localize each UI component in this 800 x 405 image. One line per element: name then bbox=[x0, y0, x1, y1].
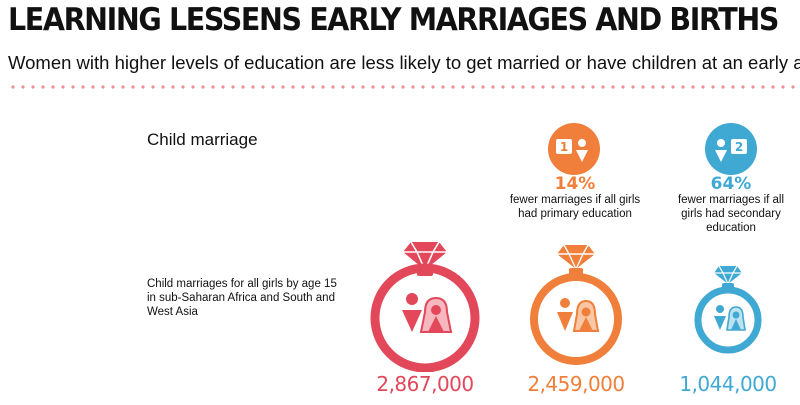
badge-number-2: 2 bbox=[735, 140, 743, 154]
secondary-ring-icon bbox=[692, 262, 764, 362]
secondary-percent: 64% bbox=[710, 174, 752, 194]
secondary-education-badge-icon: 2 bbox=[704, 122, 758, 176]
primary-description-line: had primary education bbox=[518, 208, 632, 220]
page-title: LEARNING LESSENS EARLY MARRIAGES AND BIR… bbox=[8, 2, 779, 38]
secondary-description: fewer marriages if all girls had seconda… bbox=[661, 193, 800, 235]
primary-description-line: fewer marriages if all girls bbox=[509, 194, 641, 206]
primary-percent: 14% bbox=[554, 174, 596, 194]
primary-education-badge-icon: 1 bbox=[547, 122, 601, 176]
dotted-divider bbox=[8, 85, 798, 89]
baseline-value: 2,867,000 bbox=[376, 372, 474, 396]
secondary-value: 1,044,000 bbox=[679, 372, 777, 396]
secondary-description-line: education bbox=[706, 222, 756, 234]
primary-ring-icon bbox=[527, 241, 625, 371]
primary-value: 2,459,000 bbox=[527, 372, 625, 396]
secondary-description-line: girls had secondary bbox=[681, 208, 781, 220]
section-label: Child marriage bbox=[147, 130, 258, 149]
baseline-ring-icon bbox=[365, 236, 485, 372]
primary-description: fewer marriages if all girls had primary… bbox=[495, 193, 655, 221]
page-subtitle: Women with higher levels of education ar… bbox=[8, 52, 800, 73]
badge-number-1: 1 bbox=[560, 140, 568, 154]
secondary-description-line: fewer marriages if all bbox=[677, 194, 785, 206]
row-description: Child marriages for all girls by age 15 … bbox=[147, 278, 337, 318]
